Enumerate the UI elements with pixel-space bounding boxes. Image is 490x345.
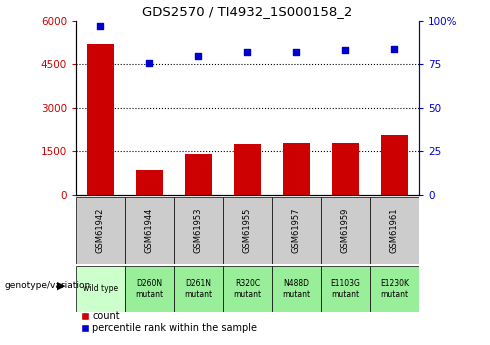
Text: GSM61959: GSM61959 bbox=[341, 208, 350, 253]
Point bbox=[195, 53, 202, 58]
Bar bbox=[332, 143, 359, 195]
Legend: count, percentile rank within the sample: count, percentile rank within the sample bbox=[81, 311, 257, 333]
Bar bbox=[136, 170, 163, 195]
Title: GDS2570 / TI4932_1S000158_2: GDS2570 / TI4932_1S000158_2 bbox=[142, 5, 353, 18]
Point bbox=[342, 48, 349, 53]
Text: GSM61953: GSM61953 bbox=[194, 208, 203, 253]
Bar bbox=[234, 144, 261, 195]
Bar bbox=[174, 197, 223, 264]
Text: N488D
mutant: N488D mutant bbox=[282, 279, 311, 299]
Bar bbox=[174, 266, 223, 312]
Bar bbox=[223, 197, 272, 264]
Bar bbox=[76, 266, 125, 312]
Text: GSM61942: GSM61942 bbox=[96, 208, 105, 253]
Text: ▶: ▶ bbox=[57, 280, 66, 290]
Bar bbox=[272, 197, 321, 264]
Point bbox=[391, 46, 398, 51]
Bar bbox=[321, 266, 370, 312]
Bar bbox=[381, 135, 408, 195]
Bar bbox=[370, 197, 419, 264]
Text: GSM61944: GSM61944 bbox=[145, 208, 154, 253]
Bar bbox=[223, 266, 272, 312]
Bar bbox=[272, 266, 321, 312]
Bar bbox=[370, 266, 419, 312]
Text: E1230K
mutant: E1230K mutant bbox=[380, 279, 409, 299]
Point bbox=[97, 23, 104, 29]
Text: GSM61961: GSM61961 bbox=[390, 208, 399, 253]
Bar bbox=[125, 197, 174, 264]
Text: wild type: wild type bbox=[83, 284, 118, 294]
Bar bbox=[321, 197, 370, 264]
Bar bbox=[283, 143, 310, 195]
Bar bbox=[76, 197, 125, 264]
Text: D260N
mutant: D260N mutant bbox=[135, 279, 164, 299]
Point bbox=[244, 49, 251, 55]
Text: E1103G
mutant: E1103G mutant bbox=[331, 279, 360, 299]
Point bbox=[146, 60, 153, 65]
Text: R320C
mutant: R320C mutant bbox=[233, 279, 262, 299]
Bar bbox=[125, 266, 174, 312]
Text: D261N
mutant: D261N mutant bbox=[184, 279, 213, 299]
Point bbox=[293, 49, 300, 55]
Bar bbox=[185, 154, 212, 195]
Text: GSM61957: GSM61957 bbox=[292, 208, 301, 253]
Text: genotype/variation: genotype/variation bbox=[5, 281, 91, 290]
Text: GSM61955: GSM61955 bbox=[243, 208, 252, 253]
Bar bbox=[87, 44, 114, 195]
